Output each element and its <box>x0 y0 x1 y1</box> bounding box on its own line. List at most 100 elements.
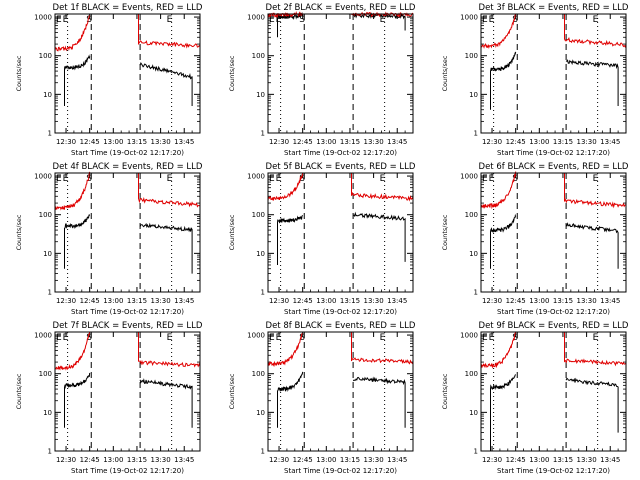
x-tick-label: 13:30 <box>151 138 171 146</box>
x-tick-label: 13:00 <box>316 456 336 464</box>
y-tick-label: 1000 <box>34 14 52 22</box>
x-axis-label: Start Time (19-Oct-02 12:17:20) <box>497 467 610 475</box>
lld-curve-segment-1 <box>480 331 517 369</box>
y-tick-label: 100 <box>252 52 265 60</box>
x-tick-label: 13:00 <box>529 297 549 305</box>
y-tick-label: 1000 <box>460 14 478 22</box>
events-curve-segment-1 <box>64 214 91 269</box>
marker-label: E <box>380 174 386 184</box>
chart-title: Det 7f BLACK = Events, RED = LLD <box>53 321 203 331</box>
plot-frame <box>480 331 627 452</box>
y-tick-label: 100 <box>39 211 52 219</box>
y-tick-label: 100 <box>252 211 265 219</box>
y-tick-label: 1 <box>48 289 52 297</box>
y-axis-label: Counts/sec <box>15 55 23 91</box>
x-tick-label: 13:15 <box>553 456 573 464</box>
y-axis-label: Counts/sec <box>441 55 449 91</box>
y-tick-label: 1000 <box>247 14 265 22</box>
marker-label: E <box>380 333 386 343</box>
lld-curve-segment-2 <box>564 332 627 367</box>
plot-frame <box>54 172 201 293</box>
events-curve-segment-2 <box>352 211 406 262</box>
x-tick-label: 13:00 <box>316 297 336 305</box>
y-axis-label: Counts/sec <box>228 55 236 91</box>
lld-curve-segment-1 <box>267 173 304 201</box>
x-axis-label: Start Time (19-Oct-02 12:17:20) <box>497 149 610 157</box>
marker-label: S <box>299 15 305 25</box>
marker-label: E <box>380 15 386 25</box>
y-tick-label: 1 <box>261 289 265 297</box>
x-tick-label: 13:30 <box>364 297 384 305</box>
marker-label: S <box>299 174 305 184</box>
x-tick-label: 13:15 <box>127 456 147 464</box>
chart-panel-9: Det 9f BLACK = Events, RED = LLD Counts/s… <box>441 321 629 475</box>
lld-curve-segment-2 <box>138 173 201 208</box>
x-tick-label: 13:30 <box>364 138 384 146</box>
plot-frame <box>54 13 201 134</box>
x-tick-label: 13:30 <box>364 456 384 464</box>
marker-label: E <box>593 174 599 184</box>
marker-label: E <box>63 333 69 343</box>
y-tick-label: 10 <box>256 91 265 99</box>
y-tick-label: 1000 <box>460 173 478 181</box>
y-tick-label: 1 <box>48 130 52 138</box>
marker-label: S <box>86 15 92 25</box>
x-tick-label: 12:45 <box>80 297 100 305</box>
events-curve-segment-2 <box>139 378 193 428</box>
y-axis-label: Counts/sec <box>15 373 23 409</box>
y-tick-label: 1 <box>261 448 265 456</box>
chart-panel-2: Det 2f BLACK = Events, RED = LLD Counts/s… <box>228 3 416 157</box>
x-tick-label: 13:00 <box>529 138 549 146</box>
y-tick-label: 10 <box>469 250 478 258</box>
marker-label: E <box>269 333 275 343</box>
x-tick-label: 12:30 <box>56 297 76 305</box>
chart-title: Det 6f BLACK = Events, RED = LLD <box>479 162 629 172</box>
x-tick-label: 13:30 <box>577 138 597 146</box>
chart-title: Det 5f BLACK = Events, RED = LLD <box>266 162 416 172</box>
y-tick-label: 10 <box>43 409 52 417</box>
x-axis-label: Start Time (19-Oct-02 12:17:20) <box>71 149 184 157</box>
chart-panel-8: Det 8f BLACK = Events, RED = LLD Counts/s… <box>228 321 416 475</box>
lld-curve-segment-1 <box>54 171 91 211</box>
marker-label: E <box>167 333 173 343</box>
chart-title: Det 9f BLACK = Events, RED = LLD <box>479 321 629 331</box>
x-tick-label: 12:45 <box>293 138 313 146</box>
lld-curve-segment-1 <box>267 333 303 368</box>
x-tick-label: 12:30 <box>269 297 289 305</box>
lld-curve-segment-1 <box>54 331 91 371</box>
y-tick-label: 100 <box>465 370 478 378</box>
x-tick-label: 13:15 <box>127 297 147 305</box>
chart-title: Det 3f BLACK = Events, RED = LLD <box>479 3 629 13</box>
x-tick-label: 12:45 <box>293 456 313 464</box>
marker-label: S <box>512 333 518 343</box>
x-tick-label: 13:00 <box>103 138 123 146</box>
x-tick-label: 12:45 <box>80 456 100 464</box>
chart-panel-4: Det 4f BLACK = Events, RED = LLD Counts/s… <box>15 162 203 316</box>
lld-curve-segment-1 <box>480 171 517 210</box>
x-tick-label: 13:45 <box>600 456 620 464</box>
marker-label: E <box>269 15 275 25</box>
x-tick-label: 13:00 <box>103 297 123 305</box>
chart-panel-7: Det 7f BLACK = Events, RED = LLD Counts/s… <box>15 321 203 475</box>
marker-label: E <box>63 174 69 184</box>
x-tick-label: 12:30 <box>482 456 502 464</box>
events-curve-segment-1 <box>64 54 91 106</box>
lld-curve-segment-1 <box>480 14 516 50</box>
marker-label: E <box>56 15 62 25</box>
marker-label: E <box>276 15 282 25</box>
events-curve-segment-2 <box>565 59 619 106</box>
y-tick-label: 100 <box>252 370 265 378</box>
x-tick-label: 13:45 <box>174 138 194 146</box>
x-axis-label: Start Time (19-Oct-02 12:17:20) <box>284 467 397 475</box>
x-tick-label: 13:00 <box>529 456 549 464</box>
y-tick-label: 10 <box>43 91 52 99</box>
x-tick-label: 13:30 <box>151 297 171 305</box>
marker-label: E <box>489 174 495 184</box>
x-tick-label: 13:30 <box>577 456 597 464</box>
y-tick-label: 100 <box>465 52 478 60</box>
marker-label: S <box>86 333 92 343</box>
lld-curve-segment-2 <box>564 14 627 48</box>
x-tick-label: 12:30 <box>56 138 76 146</box>
marker-label: E <box>489 333 495 343</box>
